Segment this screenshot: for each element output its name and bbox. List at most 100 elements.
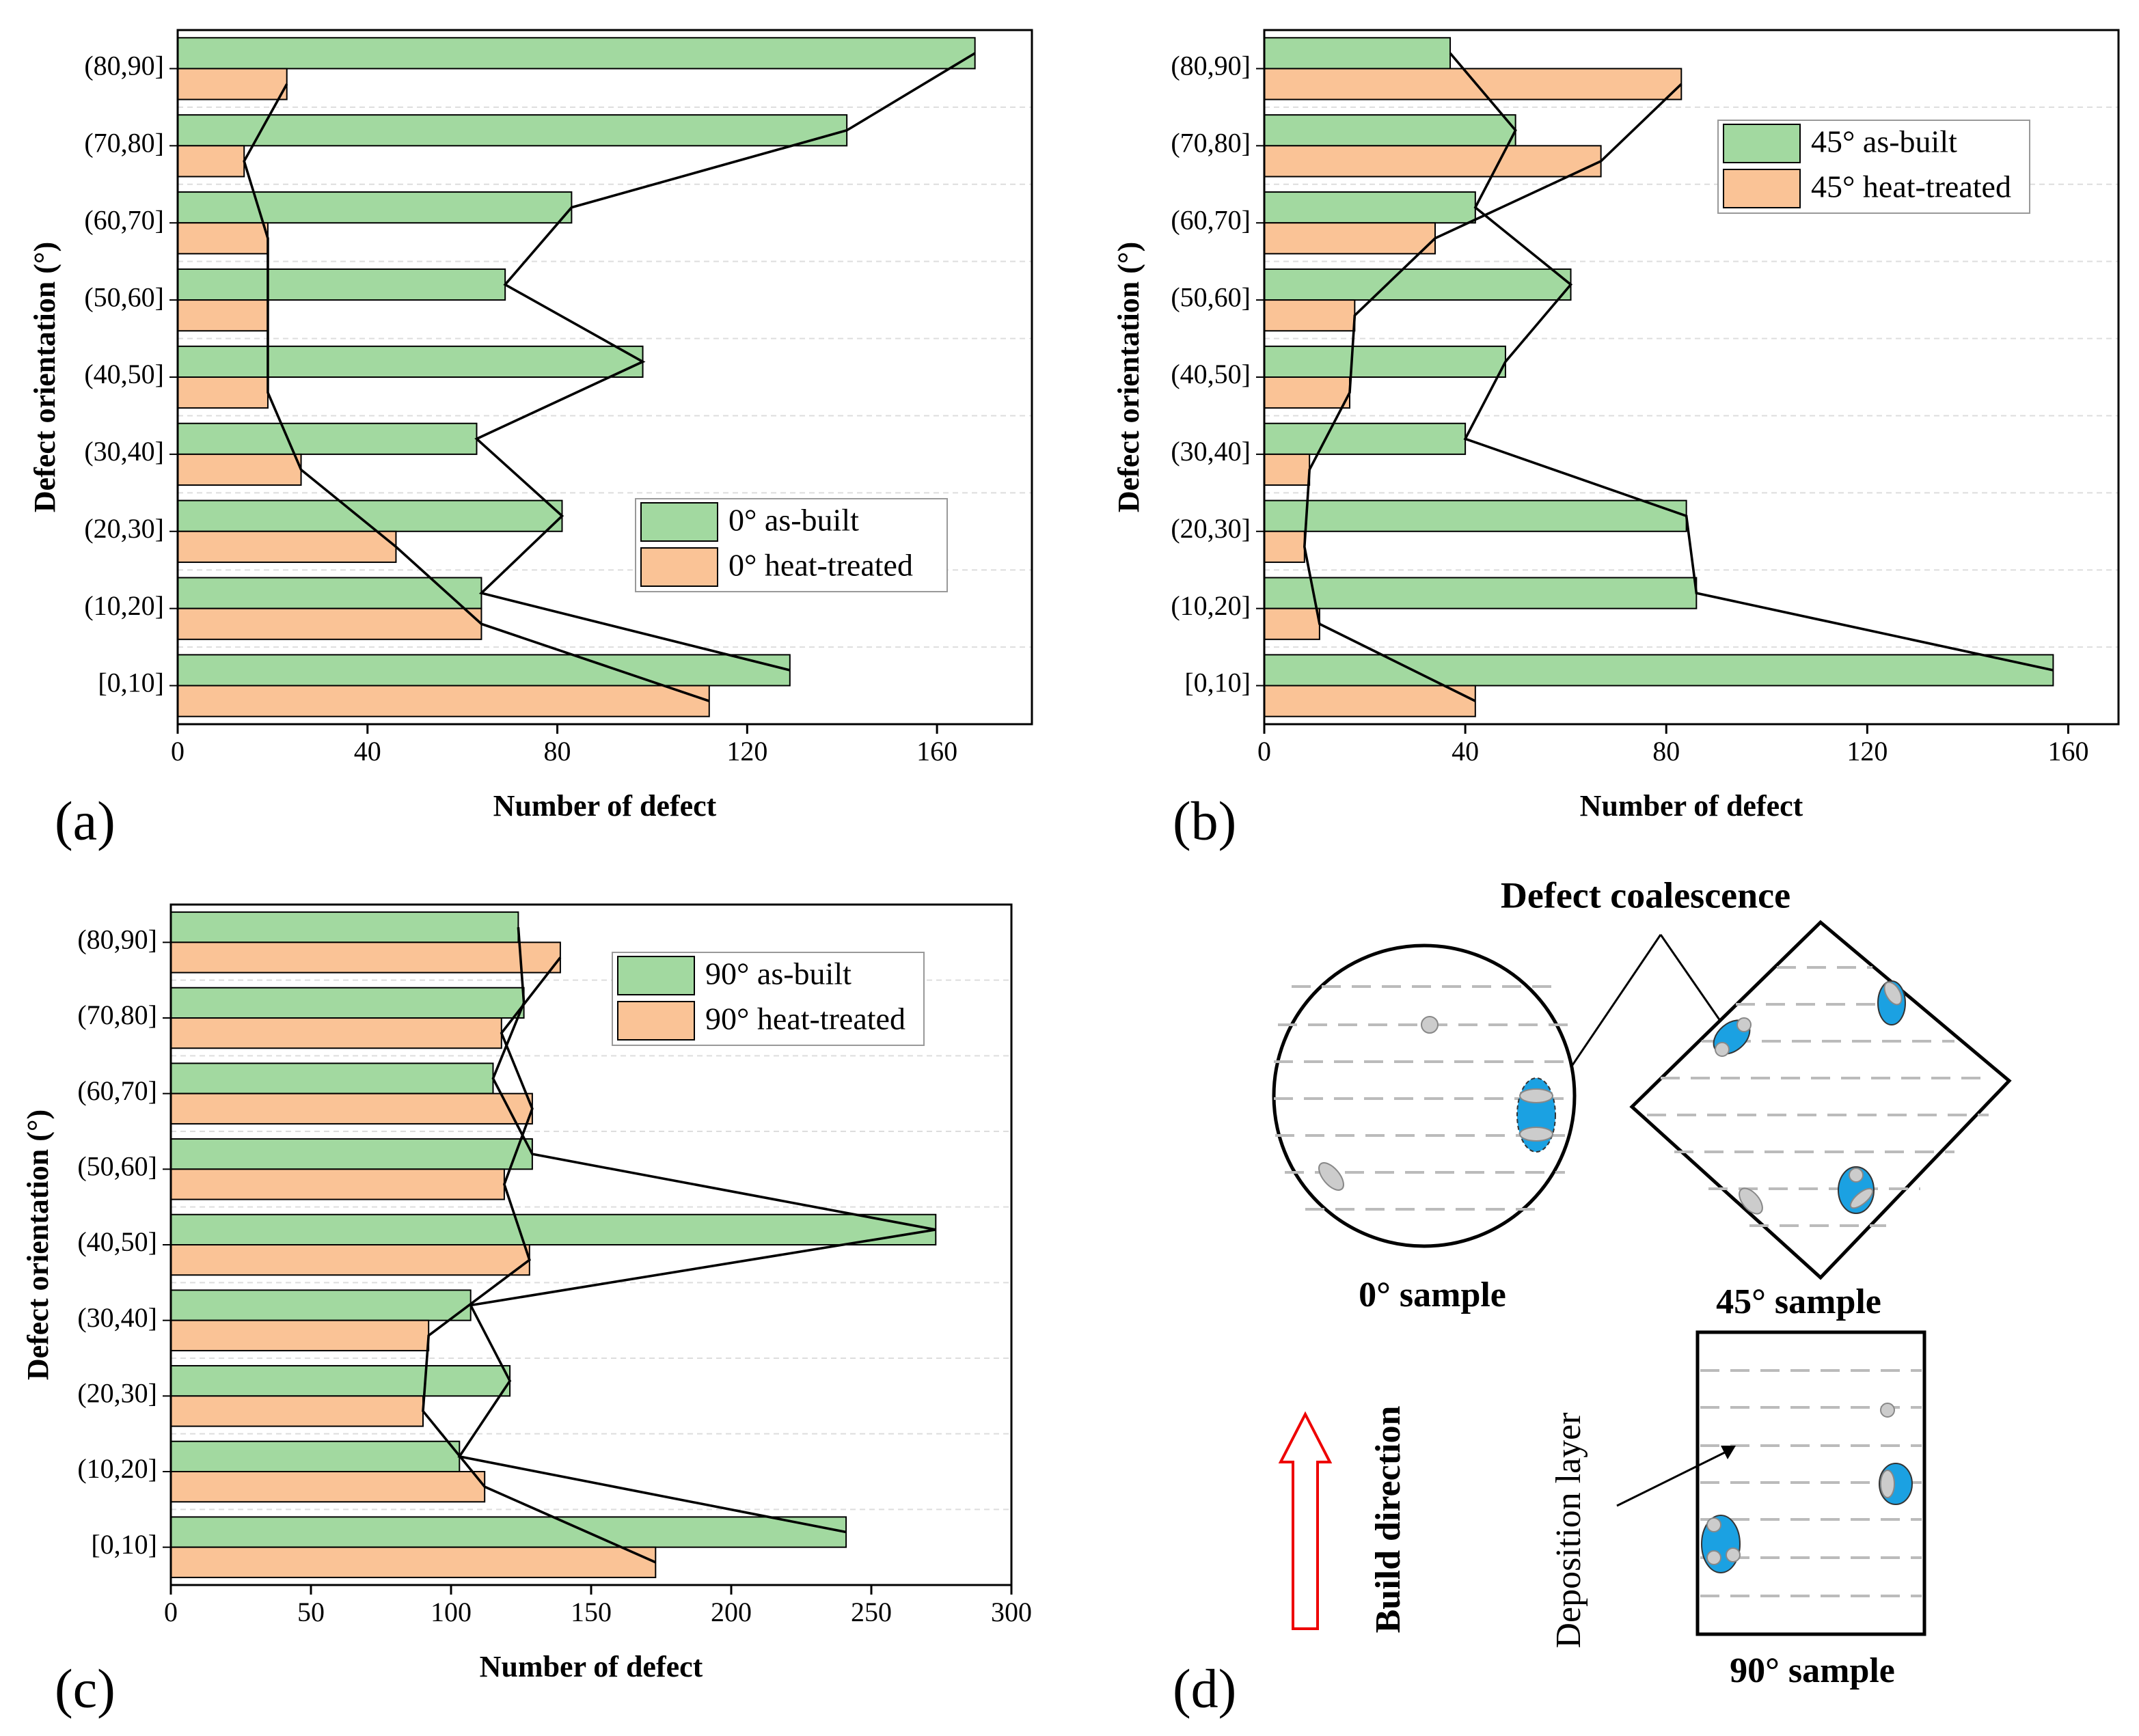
y-tick-label: [0,10] — [98, 667, 164, 698]
y-tick-label: (40,50] — [1171, 359, 1251, 389]
legend-label: 0° heat-treated — [728, 548, 913, 583]
legend-label: 90° as-built — [705, 956, 851, 991]
y-tick-label: (50,60] — [1171, 281, 1251, 312]
diagram-title: Defect coalescence — [1501, 874, 1790, 915]
y-tick-label: (30,40] — [1171, 436, 1251, 467]
bar — [1264, 376, 1350, 409]
y-tick-label: (10,20] — [77, 1453, 157, 1484]
y-tick-label: (20,30] — [77, 1378, 157, 1409]
x-tick-label: 160 — [2047, 736, 2088, 767]
bar — [1264, 685, 1476, 717]
bar — [177, 422, 478, 455]
build-direction: Build direction — [1369, 1406, 1408, 1634]
bar — [170, 911, 519, 943]
bar — [170, 1546, 657, 1578]
panel-label: (d) — [1173, 1659, 1236, 1719]
y-tick-label: (70,80] — [77, 1000, 157, 1030]
y-tick-label: (30,40] — [84, 436, 164, 467]
y-tick-label: (30,40] — [77, 1302, 157, 1333]
x-tick-label: 100 — [431, 1597, 472, 1627]
bar — [1264, 577, 1698, 609]
bar — [177, 37, 976, 70]
x-tick-label: 120 — [1847, 736, 1888, 767]
bar — [177, 530, 397, 563]
sample-label: 45° sample — [1716, 1282, 1881, 1321]
y-axis-label: Defect orientation (°) — [21, 1110, 55, 1380]
x-tick-label: 0 — [171, 736, 185, 767]
bar — [170, 1168, 505, 1200]
x-axis-label: Number of defect — [493, 789, 717, 823]
y-tick-label: (80,90] — [77, 924, 157, 955]
bar — [170, 1138, 533, 1170]
bar — [170, 1395, 424, 1427]
x-tick-label: 120 — [726, 736, 767, 767]
bar — [177, 68, 288, 100]
legend-label: 45° as-built — [1811, 124, 1957, 159]
bar-end-line — [422, 956, 657, 1564]
x-tick-label: 200 — [711, 1597, 752, 1627]
bar — [177, 191, 573, 224]
bar — [1264, 530, 1305, 563]
bar-end-line — [474, 52, 976, 672]
bar — [170, 1440, 461, 1473]
panel-label: (a) — [55, 791, 115, 851]
bar — [170, 1471, 486, 1503]
bar-end-line — [1449, 52, 2054, 672]
bar — [1264, 453, 1311, 486]
y-tick-label: (70,80] — [84, 128, 164, 159]
y-tick-label: (10,20] — [84, 590, 164, 621]
bar — [177, 299, 269, 332]
bar — [177, 345, 644, 378]
y-axis-label: Defect orientation (°) — [1112, 242, 1145, 512]
bar — [1264, 268, 1572, 301]
bar — [170, 1017, 502, 1049]
y-tick-label: (70,80] — [1171, 128, 1251, 159]
bar — [1264, 345, 1506, 378]
x-tick-label: 40 — [354, 736, 381, 767]
legend-swatch — [1723, 169, 1801, 208]
x-tick-label: 80 — [1652, 736, 1680, 767]
legend-label: 0° as-built — [728, 503, 859, 538]
y-tick-label: (50,60] — [77, 1151, 157, 1182]
bar — [1264, 299, 1356, 332]
y-tick-label: (40,50] — [77, 1226, 157, 1257]
bar — [1264, 68, 1682, 100]
deposition-layer: Deposition layer — [1549, 1412, 1588, 1648]
x-tick-label: 160 — [916, 736, 957, 767]
y-tick-label: [0,10] — [91, 1529, 157, 1560]
x-tick-label: 300 — [991, 1597, 1032, 1627]
x-tick-label: 250 — [851, 1597, 892, 1627]
y-tick-label: (10,20] — [1171, 590, 1251, 621]
x-tick-label: 80 — [544, 736, 571, 767]
y-tick-label: (40,50] — [84, 359, 164, 389]
panel-label: (b) — [1173, 791, 1236, 851]
x-tick-label: 150 — [571, 1597, 612, 1627]
legend-swatch — [640, 547, 718, 587]
y-tick-label: (80,90] — [1171, 51, 1251, 81]
bar — [1264, 499, 1687, 532]
bar — [170, 1365, 511, 1397]
y-tick-label: (60,70] — [77, 1075, 157, 1106]
panel-label: (c) — [55, 1659, 115, 1719]
bar — [170, 1213, 937, 1245]
diagram: Defect coalescence 0° sample 45° sample … — [1173, 874, 2012, 1719]
bar — [177, 114, 848, 147]
y-tick-label: (60,70] — [1171, 204, 1251, 235]
x-axis-label: Number of defect — [480, 1650, 703, 1683]
sample-label: 90° sample — [1730, 1651, 1895, 1690]
bar — [170, 1319, 430, 1351]
y-tick-label: (80,90] — [84, 51, 164, 81]
bar — [1264, 222, 1436, 255]
x-tick-label: 50 — [297, 1597, 325, 1627]
bar — [170, 987, 525, 1019]
bar — [177, 453, 302, 486]
bar — [170, 1244, 530, 1276]
bar — [1264, 607, 1320, 640]
bar — [177, 654, 791, 687]
y-tick-label: (60,70] — [84, 204, 164, 235]
y-tick-label: [0,10] — [1184, 667, 1251, 698]
bar — [170, 1289, 472, 1321]
bar — [177, 685, 710, 717]
bar — [1264, 654, 2054, 687]
